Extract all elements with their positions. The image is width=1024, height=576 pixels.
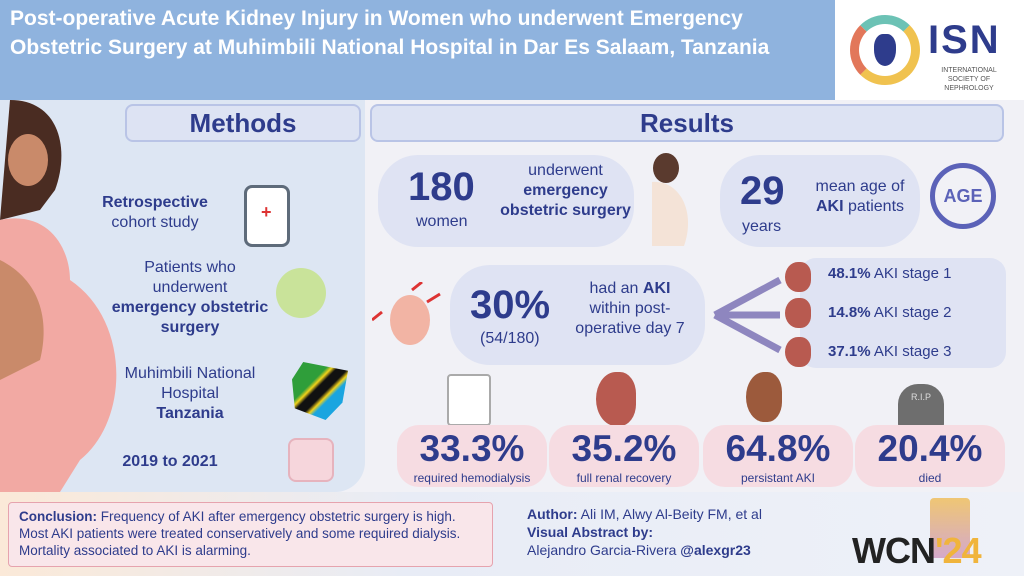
- aki-stage-2: 14.8% AKI stage 2: [828, 304, 952, 321]
- scalpel-icon: [276, 268, 326, 318]
- aki-card: 30% (54/180) had an AKI within post-opera…: [450, 265, 705, 365]
- age-card: 29 years mean age of AKI patients: [720, 155, 920, 247]
- aki-fraction: (54/180): [480, 330, 540, 347]
- women-bold: emergency obstetric surgery: [500, 182, 631, 219]
- women-count-card: 180 women underwent emergency obstetric s…: [378, 155, 634, 247]
- aki-percent: 30%: [470, 283, 551, 327]
- conclusion-box: Conclusion: Frequency of AKI after emerg…: [8, 502, 493, 567]
- results-header: Results: [370, 104, 1004, 142]
- pregnant-woman-illustration: [0, 100, 117, 492]
- women-count: 180: [408, 165, 475, 209]
- aki-stage-1: 48.1% AKI stage 1: [828, 265, 952, 282]
- dialysis-machine-icon: [447, 374, 491, 426]
- outcome-hemodialysis: 33.3% required hemodialysis: [397, 425, 547, 487]
- women-unit: women: [416, 213, 468, 230]
- twitter-handle: @alexgr23: [680, 542, 751, 558]
- branch-arrows-icon: [713, 276, 782, 354]
- women-pre: underwent: [528, 162, 603, 179]
- isn-emblem-icon: [850, 15, 920, 85]
- isn-logo: ISN INTERNATIONAL SOCIETY OF NEPHROLOGY: [835, 0, 1024, 100]
- kidney-icon: [746, 372, 782, 422]
- aki-bold: AKI: [642, 280, 671, 297]
- kidney-icon: [596, 372, 636, 426]
- logo-subtitle: INTERNATIONAL SOCIETY OF NEPHROLOGY: [941, 67, 997, 92]
- method-period: 2019 to 2021: [122, 453, 218, 470]
- kidney-icon: [785, 337, 811, 367]
- methods-header: Methods: [125, 104, 361, 142]
- calendar-icon: [288, 438, 334, 482]
- age-unit: years: [742, 218, 782, 235]
- page-title: Post-operative Acute Kidney Injury in Wo…: [10, 7, 770, 59]
- outcome-died: 20.4% died: [855, 425, 1005, 487]
- aki-pre: had an: [589, 280, 639, 297]
- age-bold: AKI: [815, 198, 844, 215]
- clipboard-icon: +: [244, 185, 290, 247]
- kidney-icon: [785, 298, 811, 328]
- aki-post: within post-operative day 7: [575, 300, 685, 337]
- logo-name: ISN: [928, 18, 1001, 62]
- tombstone-icon: R.I.P: [898, 384, 944, 426]
- injured-kidney-icon: [372, 282, 441, 345]
- aki-stage-3: 37.1% AKI stage 3: [828, 343, 952, 360]
- wcn24-logo: WCN'24: [852, 530, 982, 571]
- age-pre: mean age of: [815, 178, 905, 195]
- kidney-icon: [785, 262, 811, 292]
- author-block: Author: Ali IM, Alwy Al-Beity FM, et al …: [527, 506, 762, 558]
- age-post: patients: [847, 198, 905, 215]
- pregnant-woman-icon: [652, 153, 689, 246]
- mean-age: 29: [740, 169, 785, 213]
- outcome-recovery: 35.2% full renal recovery: [549, 425, 699, 487]
- building-illustration: [930, 498, 970, 558]
- title-banner: [0, 0, 835, 100]
- method-study-design: Retrospective cohort study: [102, 194, 208, 231]
- age-badge: AGE: [930, 163, 996, 229]
- method-setting: Muhimbili National Hospital Tanzania: [124, 365, 256, 422]
- outcome-persistent-aki: 64.8% persistant AKI: [703, 425, 853, 487]
- aki-stages-card: [800, 258, 1006, 368]
- method-population: Patients who underwent emergency obstetri…: [111, 259, 269, 336]
